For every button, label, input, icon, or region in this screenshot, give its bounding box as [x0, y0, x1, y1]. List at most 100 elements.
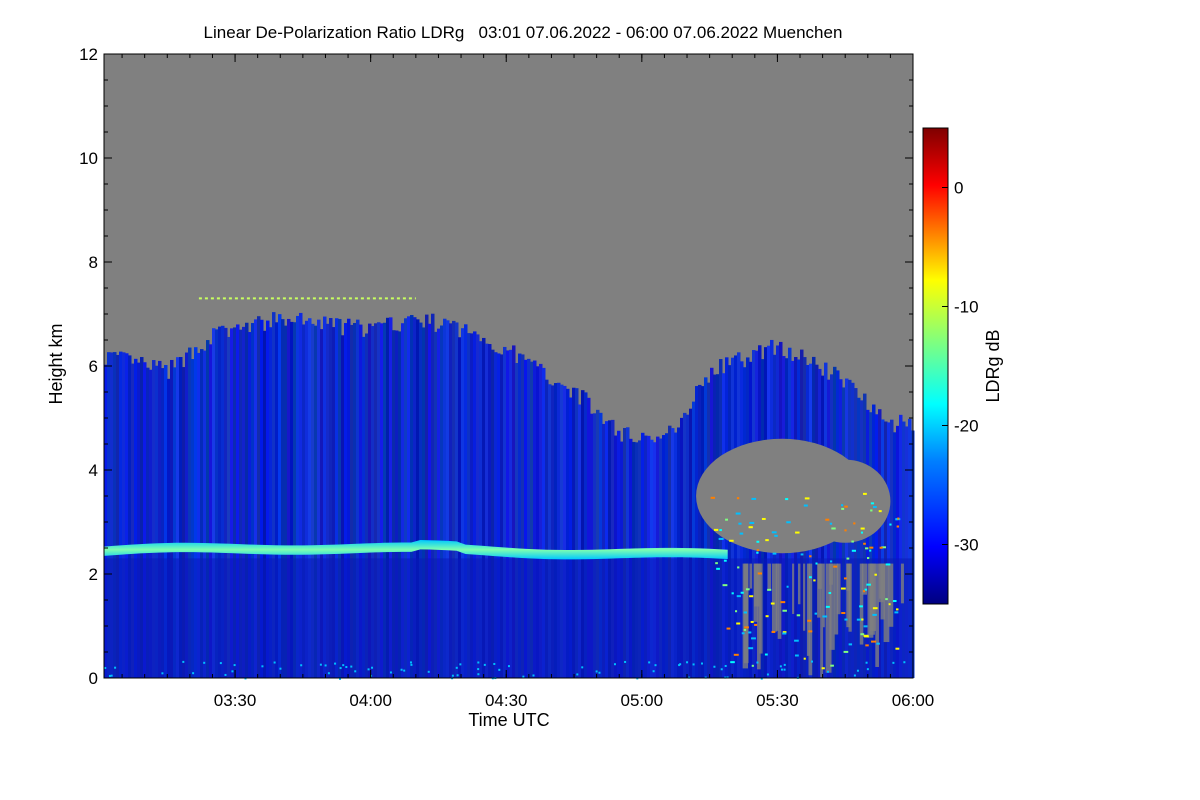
- cloud-column: [419, 322, 423, 678]
- cloud-column: [257, 316, 261, 678]
- ground-speckle: [686, 661, 689, 664]
- ldr-speckle: [860, 633, 865, 636]
- ldr-speckle: [809, 555, 812, 558]
- ground-speckle: [182, 660, 185, 663]
- cloud-column: [263, 330, 267, 678]
- cloud-column: [470, 333, 474, 678]
- no-data-streak: [792, 563, 795, 614]
- no-data-streak: [861, 563, 868, 595]
- cloud-column: [593, 413, 597, 678]
- ldr-speckle: [863, 625, 868, 628]
- y-tick-label: 0: [89, 669, 98, 688]
- ground-speckle: [403, 669, 406, 672]
- ground-speckle: [455, 666, 458, 669]
- ground-speckle: [371, 666, 374, 669]
- cloud-column: [887, 422, 891, 678]
- ldr-speckle: [761, 517, 766, 520]
- ground-speckle: [477, 661, 480, 664]
- ldr-speckle: [756, 551, 759, 554]
- cloud-column: [323, 316, 327, 678]
- cloud-column: [557, 382, 561, 678]
- x-tick-label: 06:00: [892, 691, 935, 710]
- ldr-speckle: [785, 498, 789, 501]
- cloud-column: [155, 365, 159, 678]
- cloud-column: [584, 392, 588, 678]
- cloud-column: [866, 409, 870, 678]
- no-data-streak: [817, 563, 822, 589]
- ground-speckle: [679, 663, 682, 666]
- ldr-speckle: [794, 654, 799, 657]
- ldr-speckle: [876, 642, 880, 645]
- melting-layer-band: [104, 539, 728, 560]
- ldr-speckle: [813, 579, 816, 582]
- cloud-column: [338, 318, 342, 678]
- cloud-column: [287, 318, 291, 678]
- cloud-column: [311, 323, 315, 678]
- cloud-column: [266, 320, 270, 678]
- ldr-speckle: [737, 566, 740, 569]
- cloud-column: [131, 363, 135, 678]
- ldr-speckle: [869, 546, 874, 549]
- cloud-column: [278, 314, 282, 678]
- cloud-column: [443, 318, 447, 678]
- ldr-speckle: [859, 605, 863, 608]
- cloud-column: [872, 404, 876, 678]
- ldr-speckle: [860, 618, 864, 621]
- ground-speckle: [110, 674, 113, 677]
- ldr-speckle: [841, 504, 844, 507]
- cloud-column: [566, 388, 570, 678]
- ldr-speckle: [833, 565, 838, 568]
- colorbar-label: LDRg dB: [983, 329, 1003, 402]
- no-data-streak: [848, 563, 852, 632]
- y-axis: 0 2 4 6 8 10 12: [79, 45, 913, 688]
- ldr-speckle: [751, 637, 756, 640]
- cloud-column: [527, 358, 531, 678]
- ldr-speckle: [863, 542, 866, 545]
- y-tick-label: 2: [89, 565, 98, 584]
- ldr-speckle: [751, 664, 754, 667]
- ldr-speckle: [756, 540, 760, 543]
- y-tick-label: 10: [79, 149, 98, 168]
- ldr-speckle: [872, 613, 877, 616]
- ldr-speckle: [864, 588, 868, 591]
- cloud-column: [116, 354, 120, 678]
- ldr-speckle: [831, 527, 836, 530]
- cloud-column: [245, 322, 249, 678]
- ldr-speckle: [771, 630, 776, 633]
- ground-speckle: [853, 674, 856, 677]
- cloud-column: [539, 363, 543, 678]
- no-data-streak: [820, 563, 824, 678]
- cloud-column: [500, 354, 504, 678]
- ldr-speckle: [825, 605, 830, 608]
- ldr-speckle: [815, 562, 818, 565]
- ground-speckle: [654, 664, 657, 667]
- ldr-speckle: [840, 587, 846, 590]
- ground-speckle: [334, 662, 337, 665]
- cloud-column: [296, 315, 300, 678]
- colorbar-tick-label: -30: [954, 536, 979, 555]
- ground-speckle: [400, 668, 403, 671]
- x-tick-label: 03:30: [214, 691, 257, 710]
- ground-speckle: [581, 666, 584, 669]
- cloud-column: [146, 367, 150, 678]
- chart-title: Linear De-Polarization Ratio LDRg 03:01 …: [204, 23, 843, 42]
- ldr-speckle: [794, 639, 799, 642]
- cloud-column: [659, 438, 663, 678]
- ldr-speckle: [860, 531, 864, 534]
- cloud-column: [425, 314, 429, 678]
- cloud-column: [494, 352, 498, 678]
- cloud-column: [347, 318, 351, 678]
- cloud-column: [683, 412, 687, 678]
- ldr-speckle: [765, 615, 769, 618]
- cloud-column: [446, 320, 450, 678]
- ldr-speckle: [770, 602, 775, 605]
- ldr-speckle: [786, 521, 791, 524]
- cloud-column: [212, 328, 216, 678]
- cloud-column: [497, 353, 501, 678]
- cloud-column: [164, 365, 168, 678]
- ldr-speckle: [841, 612, 846, 615]
- ground-speckle: [783, 663, 786, 666]
- cloud-column: [314, 325, 318, 678]
- ground-speckle: [300, 664, 303, 667]
- no-data-streak: [803, 563, 806, 631]
